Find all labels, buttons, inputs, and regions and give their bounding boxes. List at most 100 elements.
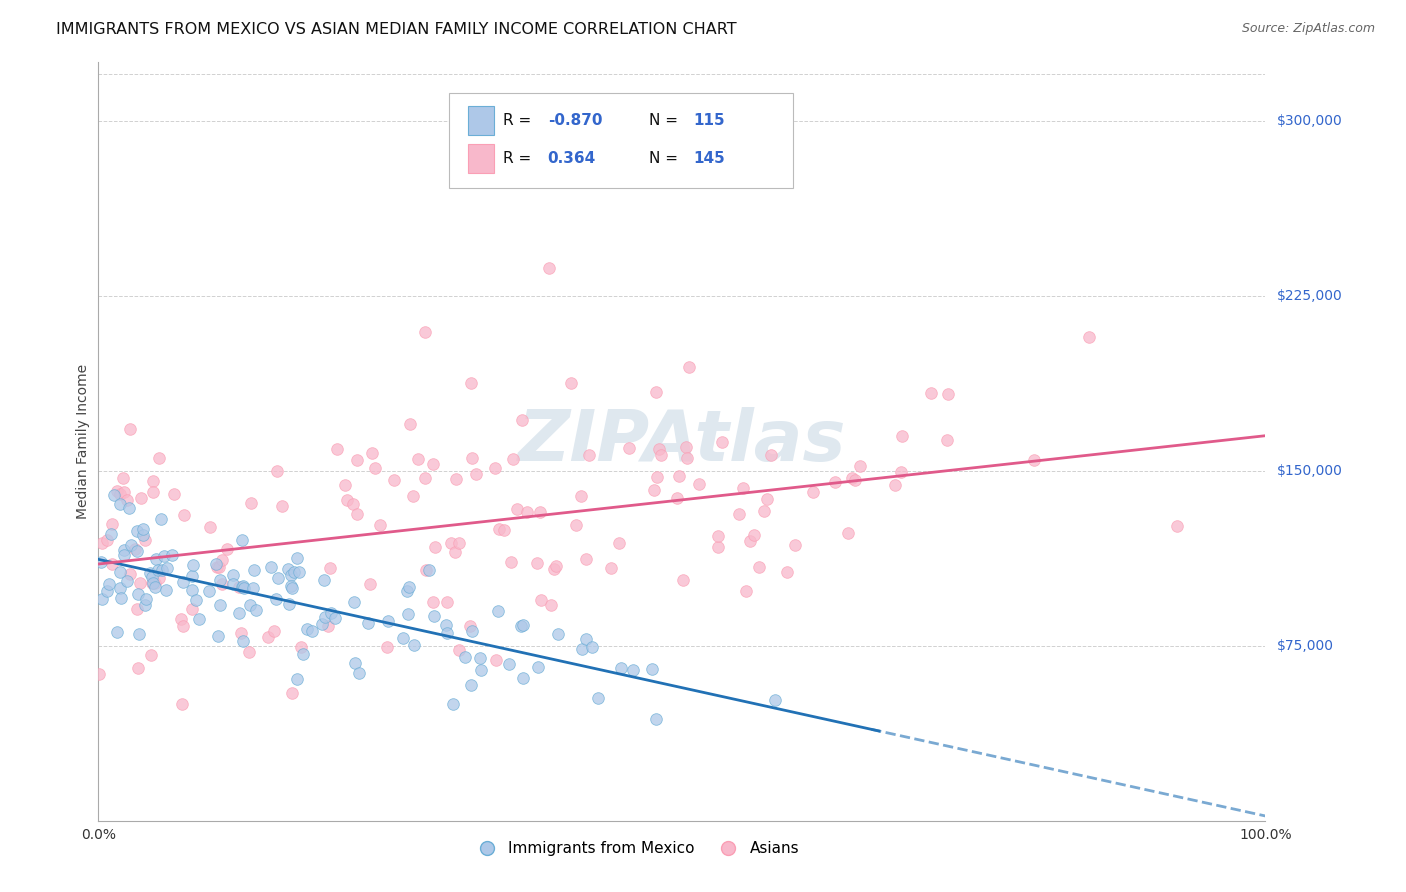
Point — [688, 477, 710, 491]
Point — [242, 581, 264, 595]
Point — [96, 583, 118, 598]
Point — [377, 640, 399, 655]
Point — [444, 472, 467, 486]
Point — [537, 261, 560, 276]
Point — [742, 528, 765, 542]
Point — [91, 592, 114, 607]
Point — [257, 630, 280, 644]
Point — [460, 678, 482, 692]
Point — [180, 569, 202, 583]
Point — [103, 488, 125, 502]
Point — [402, 489, 425, 503]
Point — [291, 647, 314, 661]
Point — [231, 580, 253, 594]
Point — [118, 500, 141, 515]
Point — [824, 475, 846, 489]
Point — [221, 577, 243, 591]
Point — [263, 624, 285, 638]
Point — [188, 612, 211, 626]
Point — [135, 591, 157, 606]
Point — [142, 576, 165, 591]
Point — [312, 573, 335, 587]
Point — [118, 422, 141, 436]
Point — [891, 429, 914, 443]
Point — [647, 470, 669, 484]
Point — [841, 471, 863, 485]
Point — [644, 712, 666, 726]
Point — [131, 528, 153, 542]
Point — [112, 471, 135, 485]
Point — [575, 552, 598, 566]
Point — [232, 579, 254, 593]
Point — [617, 442, 640, 456]
Point — [920, 386, 942, 401]
Point — [170, 611, 193, 625]
Point — [360, 446, 382, 460]
Point — [245, 603, 267, 617]
Point — [98, 576, 121, 591]
Point — [110, 591, 132, 606]
Point — [125, 524, 148, 538]
Point — [208, 560, 231, 574]
Point — [759, 448, 782, 462]
Point — [436, 595, 458, 609]
Point — [276, 562, 298, 576]
Point — [128, 627, 150, 641]
Point — [198, 584, 221, 599]
Point — [484, 652, 506, 666]
Point — [434, 618, 457, 632]
Point — [205, 560, 228, 574]
Point — [529, 505, 551, 519]
Text: N =: N = — [650, 152, 683, 166]
Point — [215, 542, 238, 557]
Point — [323, 611, 346, 625]
Point — [359, 577, 381, 591]
Point — [142, 485, 165, 500]
Point — [415, 563, 437, 577]
Point — [837, 526, 859, 541]
Point — [1022, 453, 1045, 467]
Point — [565, 517, 588, 532]
Point — [181, 583, 204, 598]
Point — [271, 500, 294, 514]
Point — [316, 619, 339, 633]
Point — [90, 536, 112, 550]
Point — [890, 465, 912, 479]
Point — [343, 595, 366, 609]
Point — [240, 495, 263, 509]
Point — [382, 473, 405, 487]
Text: -0.870: -0.870 — [548, 113, 602, 128]
Point — [610, 661, 633, 675]
Point — [735, 584, 758, 599]
Point — [266, 464, 288, 478]
Point — [486, 604, 509, 618]
Text: Source: ZipAtlas.com: Source: ZipAtlas.com — [1241, 22, 1375, 36]
Point — [285, 551, 308, 566]
Point — [115, 492, 138, 507]
Point — [139, 566, 162, 580]
Point — [239, 599, 262, 613]
Point — [413, 470, 436, 484]
Point — [336, 493, 359, 508]
Point — [143, 580, 166, 594]
Point — [396, 607, 419, 622]
Bar — [468, 106, 494, 136]
Point — [756, 491, 779, 506]
Point — [112, 548, 135, 562]
FancyBboxPatch shape — [449, 93, 793, 187]
Point — [569, 489, 592, 503]
Point — [134, 533, 156, 547]
Point — [498, 657, 520, 671]
Point — [229, 626, 252, 640]
Text: N =: N = — [650, 113, 683, 128]
Point — [110, 486, 132, 500]
Point — [581, 640, 603, 654]
Point — [402, 639, 425, 653]
Point — [280, 581, 302, 595]
Point — [368, 518, 391, 533]
Point — [325, 442, 347, 457]
Point — [127, 661, 149, 675]
Point — [110, 497, 132, 511]
Point — [444, 544, 467, 558]
Point — [160, 549, 183, 563]
